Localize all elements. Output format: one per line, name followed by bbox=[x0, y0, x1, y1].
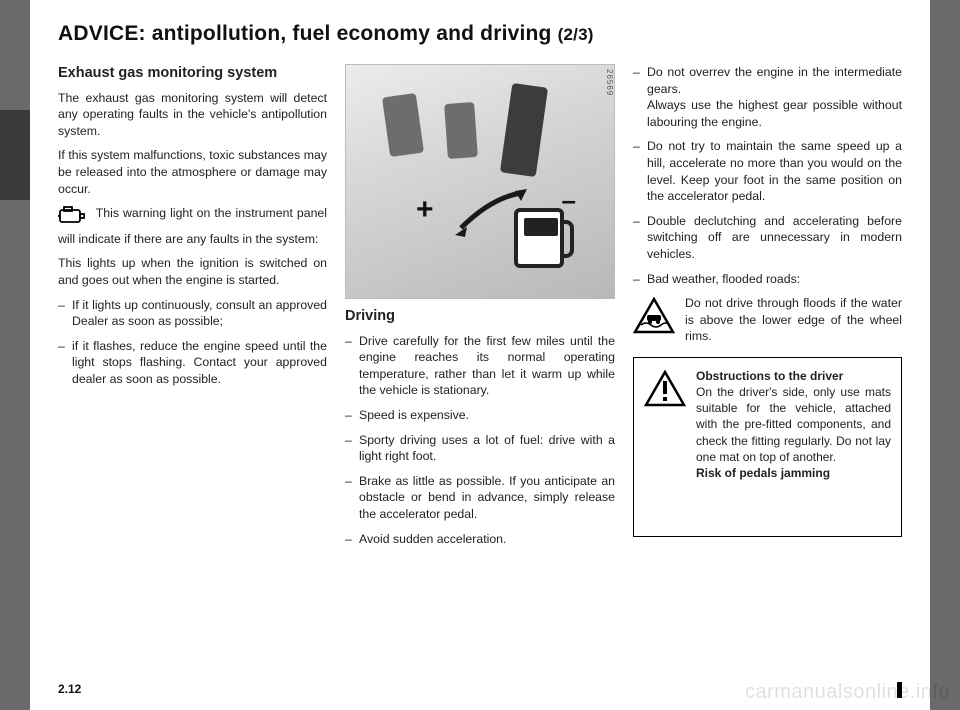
flood-warning-text: Do not drive through floods if the water… bbox=[685, 295, 902, 345]
obstruction-warning-icon bbox=[644, 370, 686, 481]
obstruction-warning-box: Obstructions to the driver On the driver… bbox=[633, 357, 902, 537]
right-b1a-text: Do not overrev the engine in the interme… bbox=[647, 65, 902, 96]
end-bar bbox=[897, 682, 902, 698]
obstruction-title: Obstructions to the driver bbox=[696, 369, 843, 383]
columns: Exhaust gas monitoring system The exhaus… bbox=[58, 64, 902, 555]
driving-b1-text: Drive carefully for the first few miles … bbox=[359, 334, 615, 398]
flood-warning-icon bbox=[633, 297, 675, 345]
exhaust-icon-para: This warning light on the instrument pan… bbox=[58, 205, 327, 247]
title-main: ADVICE: antipollution, fuel economy and … bbox=[58, 22, 558, 45]
right-b1b-text: Always use the highest gear possible wit… bbox=[647, 98, 902, 129]
right-b3-text: Double declutching and accelerating befo… bbox=[647, 214, 902, 261]
engine-warning-icon bbox=[58, 206, 86, 231]
column-left: Exhaust gas monitoring system The exhaus… bbox=[58, 64, 327, 555]
driving-b2-text: Speed is expensive. bbox=[359, 408, 469, 422]
clutch-pedal bbox=[382, 93, 424, 157]
fuel-pump-icon bbox=[514, 208, 564, 268]
obstruction-text: Obstructions to the driver On the driver… bbox=[696, 368, 891, 481]
exhaust-heading: Exhaust gas monitoring system bbox=[58, 64, 327, 84]
exhaust-bullet-2: –if it flashes, reduce the engine speed … bbox=[58, 338, 327, 388]
obstruction-body: On the driver's side, only use mats suit… bbox=[696, 385, 891, 464]
driving-heading: Driving bbox=[345, 307, 615, 327]
right-b1: – Do not overrev the engine in the inter… bbox=[633, 64, 902, 130]
page-title: ADVICE: antipollution, fuel economy and … bbox=[58, 22, 902, 46]
pedals-illustration: + – bbox=[356, 75, 604, 288]
plus-symbol: + bbox=[416, 190, 434, 231]
driving-b4-text: Brake as little as possible. If you anti… bbox=[359, 474, 615, 521]
title-sub: (2/3) bbox=[558, 25, 594, 44]
brake-pedal bbox=[444, 102, 478, 159]
driving-b3-text: Sporty driving uses a lot of fuel: drive… bbox=[359, 433, 615, 464]
page-number: 2.12 bbox=[58, 682, 81, 696]
driving-b1: –Drive carefully for the first few miles… bbox=[345, 333, 615, 399]
right-b3: –Double declutching and accelerating bef… bbox=[633, 213, 902, 263]
accelerator-pedal bbox=[500, 83, 548, 177]
driving-b4: –Brake as little as possible. If you ant… bbox=[345, 473, 615, 523]
column-right: – Do not overrev the engine in the inter… bbox=[633, 64, 902, 555]
flood-warning-block: Do not drive through floods if the water… bbox=[633, 295, 902, 345]
exhaust-p4: This lights up when the ignition is swit… bbox=[58, 255, 327, 288]
exhaust-b1-text: If it lights up continuously, consult an… bbox=[72, 298, 327, 329]
driving-b2: –Speed is expensive. bbox=[345, 407, 615, 424]
right-b2-text: Do not try to maintain the same speed up… bbox=[647, 139, 902, 203]
exhaust-p2: If this system malfunctions, toxic subst… bbox=[58, 147, 327, 197]
column-middle: 26569 + – Driving bbox=[345, 64, 615, 555]
pedals-photo: 26569 + – bbox=[345, 64, 615, 299]
obstruction-risk: Risk of pedals jamming bbox=[696, 466, 830, 480]
section-tab bbox=[0, 110, 30, 200]
exhaust-bullet-1: –If it lights up continuously, consult a… bbox=[58, 297, 327, 330]
right-b4-text: Bad weather, flooded roads: bbox=[647, 272, 800, 286]
exhaust-p1: The exhaust gas monitoring system will d… bbox=[58, 90, 327, 140]
driving-b5: –Avoid sudden acceleration. bbox=[345, 531, 615, 548]
driving-b3: –Sporty driving uses a lot of fuel: driv… bbox=[345, 432, 615, 465]
right-b4: –Bad weather, flooded roads: bbox=[633, 271, 902, 288]
right-b2: –Do not try to maintain the same speed u… bbox=[633, 138, 902, 204]
driving-b5-text: Avoid sudden acceleration. bbox=[359, 532, 506, 546]
exhaust-b2-text: if it flashes, reduce the engine speed u… bbox=[72, 339, 327, 386]
exhaust-p3: This warning light on the instrument pan… bbox=[58, 206, 327, 246]
manual-page: ADVICE: antipollution, fuel economy and … bbox=[30, 0, 930, 710]
